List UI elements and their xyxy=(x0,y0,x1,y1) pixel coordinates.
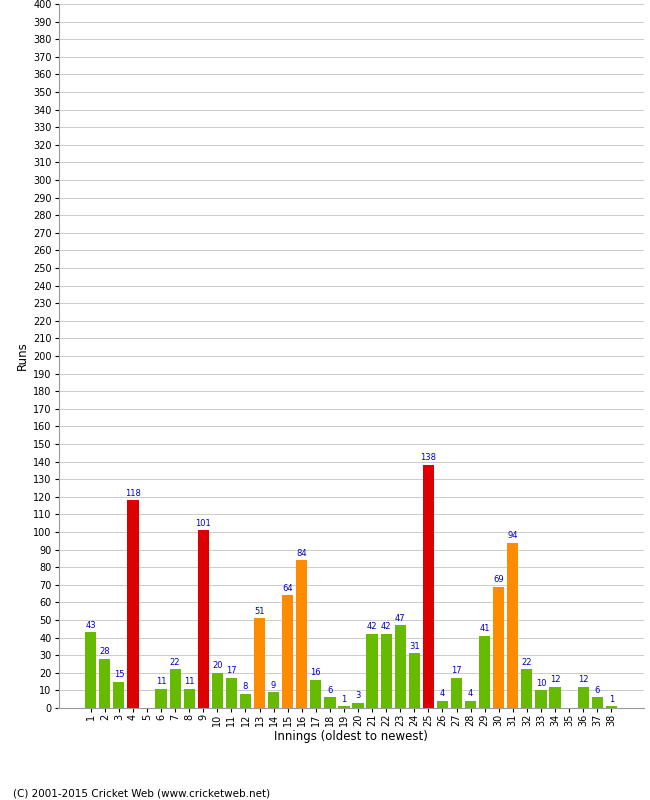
Text: 6: 6 xyxy=(595,686,600,694)
Text: 42: 42 xyxy=(381,622,391,631)
Text: 3: 3 xyxy=(356,691,361,700)
Bar xyxy=(170,670,181,708)
Text: 1: 1 xyxy=(341,694,346,704)
Text: 43: 43 xyxy=(85,621,96,630)
Bar xyxy=(592,698,603,708)
Text: 69: 69 xyxy=(493,575,504,584)
Bar xyxy=(198,530,209,708)
Text: 4: 4 xyxy=(440,690,445,698)
Text: 47: 47 xyxy=(395,614,406,622)
Text: 6: 6 xyxy=(327,686,333,694)
Bar xyxy=(99,658,111,708)
Bar xyxy=(395,626,406,708)
Bar xyxy=(536,690,547,708)
Bar xyxy=(521,670,532,708)
Text: 8: 8 xyxy=(243,682,248,691)
Bar xyxy=(606,706,617,708)
Text: 15: 15 xyxy=(114,670,124,679)
Text: 12: 12 xyxy=(578,675,588,684)
Text: 94: 94 xyxy=(508,531,518,540)
Bar xyxy=(85,632,96,708)
Text: 12: 12 xyxy=(550,675,560,684)
Bar xyxy=(113,682,125,708)
Text: 138: 138 xyxy=(421,454,436,462)
Bar xyxy=(367,634,378,708)
Text: 84: 84 xyxy=(296,549,307,558)
X-axis label: Innings (oldest to newest): Innings (oldest to newest) xyxy=(274,730,428,743)
Bar xyxy=(282,595,293,708)
Text: 118: 118 xyxy=(125,489,141,498)
Bar xyxy=(352,702,363,708)
Bar xyxy=(226,678,237,708)
Bar xyxy=(577,687,589,708)
Bar xyxy=(422,465,434,708)
Bar xyxy=(240,694,251,708)
Bar xyxy=(339,706,350,708)
Text: 31: 31 xyxy=(409,642,420,651)
Text: 22: 22 xyxy=(521,658,532,666)
Bar xyxy=(549,687,561,708)
Text: 51: 51 xyxy=(254,606,265,616)
Text: 20: 20 xyxy=(212,661,222,670)
Bar xyxy=(127,500,138,708)
Text: 41: 41 xyxy=(480,624,490,634)
Text: 9: 9 xyxy=(271,681,276,690)
Bar xyxy=(310,680,322,708)
Text: 11: 11 xyxy=(156,677,166,686)
Text: (C) 2001-2015 Cricket Web (www.cricketweb.net): (C) 2001-2015 Cricket Web (www.cricketwe… xyxy=(13,788,270,798)
Bar xyxy=(296,560,307,708)
Text: 10: 10 xyxy=(536,678,546,688)
Bar xyxy=(324,698,335,708)
Text: 11: 11 xyxy=(184,677,194,686)
Bar xyxy=(254,618,265,708)
Text: 17: 17 xyxy=(451,666,462,675)
Bar xyxy=(183,689,195,708)
Text: 16: 16 xyxy=(311,668,321,677)
Bar xyxy=(493,586,504,708)
Bar xyxy=(409,654,420,708)
Bar xyxy=(465,701,476,708)
Text: 101: 101 xyxy=(196,518,211,528)
Text: 4: 4 xyxy=(468,690,473,698)
Bar xyxy=(268,692,280,708)
Bar xyxy=(451,678,462,708)
Bar xyxy=(212,673,223,708)
Bar xyxy=(437,701,448,708)
Text: 1: 1 xyxy=(608,694,614,704)
Text: 42: 42 xyxy=(367,622,378,631)
Bar xyxy=(380,634,392,708)
Y-axis label: Runs: Runs xyxy=(16,342,29,370)
Bar xyxy=(479,636,490,708)
Bar xyxy=(507,542,519,708)
Bar xyxy=(155,689,166,708)
Text: 64: 64 xyxy=(282,584,293,593)
Text: 22: 22 xyxy=(170,658,181,666)
Text: 17: 17 xyxy=(226,666,237,675)
Text: 28: 28 xyxy=(99,647,110,656)
